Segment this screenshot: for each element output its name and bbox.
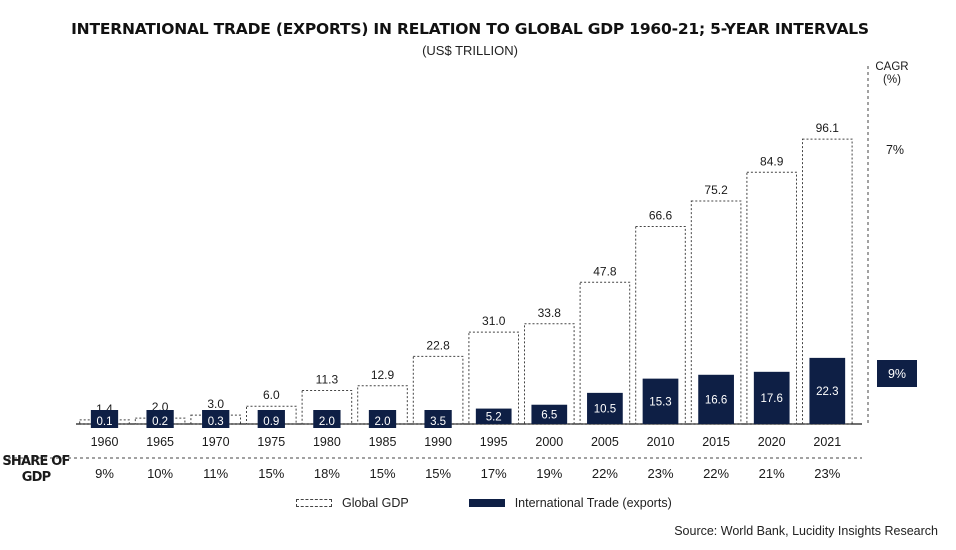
trade-value-label: 3.5 — [430, 416, 446, 428]
legend-label-gdp: Global GDP — [342, 496, 409, 510]
legend-swatch-trade — [468, 499, 505, 507]
trade-bar — [531, 404, 568, 424]
share-of-gdp-value: 11% — [203, 466, 228, 481]
gdp-bar — [412, 355, 464, 425]
trade-value-label: 2.0 — [319, 416, 335, 428]
x-tick-label: 1960 — [91, 435, 119, 449]
share-label-line2: GDP — [22, 470, 51, 485]
trade-value-label: 15.3 — [649, 396, 671, 408]
share-of-gdp-value: 19% — [536, 466, 562, 481]
share-of-gdp-value: 17% — [481, 466, 507, 481]
trade-bar — [698, 374, 734, 424]
gdp-value-label: 3.0 — [207, 397, 224, 411]
trade-value-label: 17.6 — [761, 393, 783, 405]
share-of-gdp-value: 21% — [759, 466, 785, 481]
trade-value-label: 5.2 — [486, 411, 502, 423]
share-of-gdp-value: 23% — [814, 466, 840, 481]
gdp-bar — [468, 331, 519, 425]
share-of-gdp-value: 22% — [703, 466, 729, 481]
x-tick-label: 2005 — [591, 435, 619, 449]
source-note: Source: World Bank, Lucidity Insights Re… — [674, 524, 938, 538]
x-tick-label: 1985 — [369, 435, 397, 449]
trade-bar — [313, 410, 341, 428]
gdp-value-label: 75.2 — [704, 183, 728, 197]
x-tick-label: 2021 — [813, 435, 841, 449]
trade-bar — [809, 357, 846, 424]
legend-swatch-gdp — [296, 499, 332, 507]
trade-value-label: 0.1 — [97, 416, 113, 428]
x-tick-label: 1965 — [146, 435, 174, 449]
share-of-gdp-value: 15% — [369, 466, 395, 481]
share-of-gdp-value: 15% — [258, 466, 284, 481]
cagr-trade-box — [877, 360, 917, 387]
trade-bar — [90, 410, 119, 428]
chart-title: INTERNATIONAL TRADE (EXPORTS) IN RELATIO… — [71, 20, 869, 38]
cagr-label: CAGR — [875, 61, 908, 73]
x-tick-label: 1995 — [480, 435, 508, 449]
trade-value-label: 6.5 — [541, 409, 557, 421]
trade-value-label: 0.3 — [208, 416, 224, 428]
chart-subtitle: (US$ TRILLION) — [422, 43, 518, 58]
trade-bar — [587, 392, 623, 424]
legend-label-trade: International Trade (exports) — [514, 496, 672, 510]
gdp-value-label: 11.3 — [316, 372, 339, 386]
gdp-bar — [746, 171, 798, 425]
trade-bar — [257, 410, 285, 428]
trade-bar — [475, 408, 512, 424]
trade-bar — [642, 378, 679, 424]
trade-value-label: 0.9 — [263, 416, 279, 428]
x-tick-label: 1970 — [202, 435, 230, 449]
share-label-line1: SHARE OF — [2, 454, 69, 469]
x-tick-label: 2010 — [647, 435, 675, 449]
gdp-bar — [301, 389, 353, 425]
x-tick-label: 2015 — [702, 435, 730, 449]
x-tick-label: 2000 — [535, 435, 563, 449]
trade-value-label: 16.6 — [705, 394, 727, 406]
trade-value-label: 2.0 — [375, 416, 391, 428]
gdp-value-label: 66.6 — [649, 209, 673, 223]
cagr-trade-value: 9% — [888, 367, 906, 381]
gdp-value-label: 96.1 — [816, 121, 840, 135]
x-tick-label: 1975 — [257, 435, 285, 449]
trade-bar — [424, 410, 452, 428]
share-of-gdp-value: 23% — [647, 466, 673, 481]
gdp-value-label: 22.8 — [426, 338, 450, 352]
share-of-gdp-value: 9% — [95, 466, 114, 481]
trade-value-label: 22.3 — [816, 386, 838, 398]
gdp-value-label: 33.8 — [538, 306, 562, 320]
gdp-value-label: 47.8 — [593, 264, 617, 278]
x-tick-label: 1990 — [424, 435, 452, 449]
trade-bar — [753, 371, 790, 424]
share-of-gdp-value: 22% — [592, 466, 618, 481]
trade-bar — [368, 410, 397, 428]
trade-bar — [146, 410, 174, 428]
share-of-gdp-value: 18% — [314, 466, 340, 481]
trade-value-label: 0.2 — [152, 416, 168, 428]
x-tick-label: 1980 — [313, 435, 341, 449]
cagr-unit-label: (%) — [883, 74, 901, 86]
gdp-value-label: 12.9 — [371, 368, 395, 382]
share-of-gdp-value: 10% — [147, 466, 173, 481]
cagr-gdp-value: 7% — [886, 143, 904, 157]
gdp-bar — [524, 323, 575, 425]
gdp-value-label: 84.9 — [760, 154, 784, 168]
trade-bar — [202, 410, 230, 428]
share-of-gdp-value: 15% — [425, 466, 451, 481]
trade-value-label: 10.5 — [594, 403, 616, 415]
gdp-value-label: 6.0 — [263, 388, 280, 402]
x-tick-label: 2020 — [758, 435, 786, 449]
gdp-value-label: 31.0 — [482, 314, 506, 328]
gdp-bar — [802, 138, 853, 425]
legend: Global GDP International Trade (exports) — [296, 496, 672, 510]
gdp-bar — [635, 226, 686, 425]
